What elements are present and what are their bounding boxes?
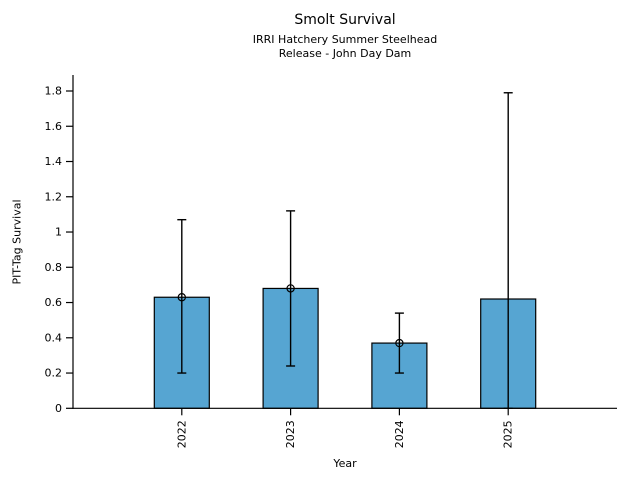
y-tick-label: 1.4 — [45, 155, 63, 168]
marker-2023 — [286, 284, 295, 293]
marker-2022 — [177, 293, 186, 302]
y-tick-label: 1.6 — [45, 120, 63, 133]
y-tick-label: 0.8 — [45, 261, 63, 274]
y-tick-label: 1 — [55, 226, 62, 239]
y-tick-label: 1.2 — [45, 190, 63, 203]
y-tick-label: 0.6 — [45, 296, 63, 309]
x-tick-label-2025: 2025 — [502, 420, 515, 448]
y-axis-label: PIT-Tag Survival — [10, 199, 24, 285]
x-tick-label-2023: 2023 — [284, 420, 297, 448]
y-tick-label: 0 — [55, 402, 62, 415]
x-tick-label-2022: 2022 — [175, 420, 188, 448]
x-tick-label-2024: 2024 — [393, 420, 406, 448]
y-tick-label: 0.4 — [45, 331, 63, 344]
x-axis-label: Year — [333, 457, 357, 470]
marker-2024 — [395, 338, 404, 348]
y-tick-label: 1.8 — [45, 85, 63, 98]
y-tick-label: 0.2 — [45, 367, 63, 380]
